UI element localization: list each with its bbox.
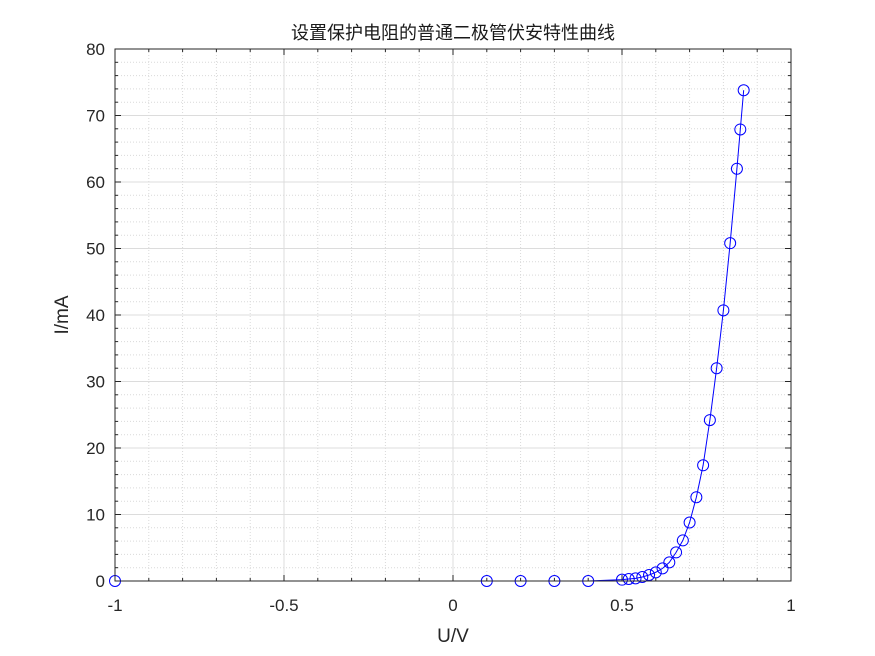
data-point bbox=[697, 459, 710, 472]
data-point bbox=[734, 123, 747, 136]
y-tick-label: 40 bbox=[86, 306, 105, 325]
x-tick-label: -1 bbox=[107, 596, 122, 615]
ticks-layer bbox=[114, 48, 792, 582]
data-point bbox=[703, 414, 716, 427]
data-point bbox=[622, 573, 635, 586]
y-tick-label: 80 bbox=[86, 40, 105, 59]
data-point bbox=[629, 572, 642, 585]
y-tick-label: 60 bbox=[86, 173, 105, 192]
x-tick-label: 0.5 bbox=[610, 596, 634, 615]
data-point bbox=[636, 571, 649, 584]
data-point bbox=[656, 562, 669, 575]
y-tick-label: 30 bbox=[86, 373, 105, 392]
data-point bbox=[717, 304, 730, 317]
y-tick-label: 0 bbox=[96, 572, 105, 591]
data-point bbox=[676, 534, 689, 547]
y-tick-label: 10 bbox=[86, 506, 105, 525]
y-tick-label: 50 bbox=[86, 240, 105, 259]
data-point bbox=[690, 491, 703, 504]
data-point bbox=[670, 546, 683, 559]
x-tick-label: 0 bbox=[448, 596, 457, 615]
chart-title: 设置保护电阻的普通二极管伏安特性曲线 bbox=[291, 23, 615, 44]
data-point bbox=[649, 566, 662, 579]
data-point bbox=[616, 573, 628, 586]
y-tick-label: 70 bbox=[86, 107, 105, 126]
x-axis-title: U/V bbox=[437, 626, 469, 647]
y-axis-title: I/mA bbox=[52, 295, 73, 334]
x-tick-label: 1 bbox=[786, 596, 795, 615]
data-point bbox=[737, 84, 750, 97]
data-point bbox=[683, 516, 696, 529]
data-point bbox=[724, 237, 737, 250]
data-point bbox=[730, 162, 743, 175]
data-point bbox=[663, 556, 676, 569]
y-tick-label: 20 bbox=[86, 439, 105, 458]
x-tick-label: -0.5 bbox=[269, 596, 298, 615]
data-point bbox=[710, 362, 723, 375]
